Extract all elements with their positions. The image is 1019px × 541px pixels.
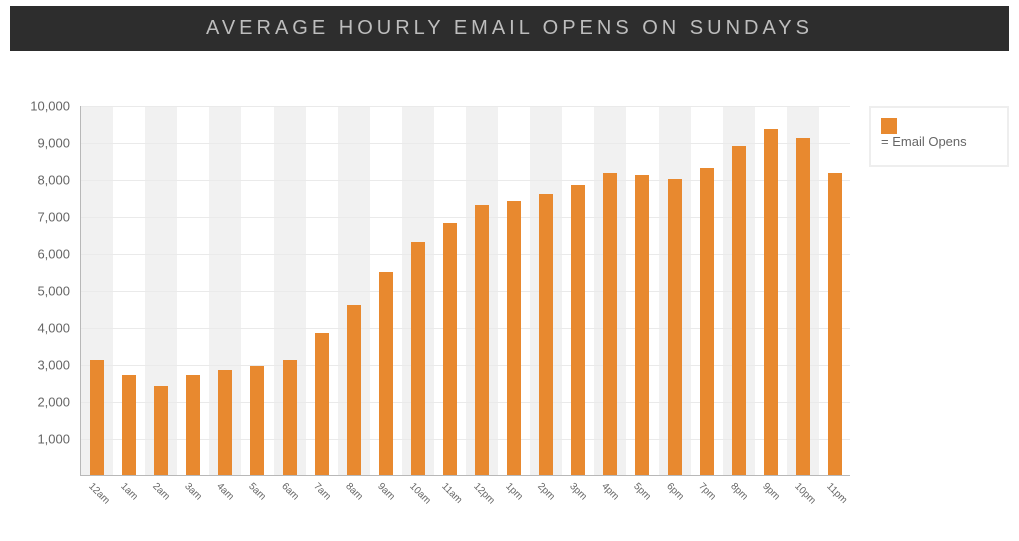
bar — [122, 375, 136, 475]
x-tick-label: 2pm — [535, 481, 557, 503]
y-tick-label: 3,000 — [20, 358, 70, 373]
bar — [379, 272, 393, 476]
chart-title: AVERAGE HOURLY EMAIL OPENS ON SUNDAYS — [206, 17, 813, 39]
plot-region — [80, 106, 850, 476]
x-tick-label: 1pm — [503, 481, 525, 503]
x-tick-label: 10am — [407, 481, 432, 506]
x-tick-label: 2am — [150, 481, 172, 503]
bar — [218, 370, 232, 475]
x-tick-label: 6pm — [664, 481, 686, 503]
bar — [828, 173, 842, 475]
bar — [764, 129, 778, 475]
x-tick-label: 11pm — [824, 481, 849, 506]
gridline — [81, 106, 850, 107]
x-tick-label: 8pm — [728, 481, 750, 503]
bar — [90, 360, 104, 475]
x-tick-label: 6am — [279, 481, 301, 503]
bar — [250, 366, 264, 475]
x-tick-label: 4pm — [600, 481, 622, 503]
legend-swatch — [881, 118, 897, 134]
bar — [571, 185, 585, 475]
x-tick-label: 5pm — [632, 481, 654, 503]
bar — [283, 360, 297, 475]
x-tick-label: 10pm — [792, 481, 817, 506]
bar — [186, 375, 200, 475]
bar — [347, 305, 361, 475]
chart-area: 1,000 2,000 3,000 4,000 5,000 6,000 7,000 8,000… — [20, 96, 850, 506]
x-tick-label: 12am — [86, 481, 111, 506]
x-tick-label: 12pm — [471, 481, 496, 506]
x-tick-label: 4am — [215, 481, 237, 503]
y-tick-label: 6,000 — [20, 247, 70, 262]
bar — [668, 179, 682, 475]
x-tick-label: 3am — [183, 481, 205, 503]
bar — [796, 138, 810, 475]
bar — [443, 223, 457, 475]
bar — [700, 168, 714, 475]
bar — [603, 173, 617, 475]
bar — [732, 146, 746, 475]
gridline — [81, 143, 850, 144]
x-tick-label: 3pm — [568, 481, 590, 503]
bar — [507, 201, 521, 475]
y-tick-label: 1,000 — [20, 432, 70, 447]
y-tick-label: 8,000 — [20, 173, 70, 188]
y-tick-label: 2,000 — [20, 395, 70, 410]
y-tick-label: 10,000 — [20, 99, 70, 114]
bar — [635, 175, 649, 475]
bar — [539, 194, 553, 475]
chart-title-bar: AVERAGE HOURLY EMAIL OPENS ON SUNDAYS — [10, 6, 1009, 51]
x-tick-label: 1am — [118, 481, 140, 503]
y-tick-label: 4,000 — [20, 321, 70, 336]
bar — [411, 242, 425, 475]
x-tick-label: 9pm — [760, 481, 782, 503]
legend-label: = Email Opens — [881, 134, 971, 149]
x-tick-label: 7pm — [696, 481, 718, 503]
x-tick-label: 8am — [343, 481, 365, 503]
y-tick-label: 9,000 — [20, 136, 70, 151]
y-tick-label: 5,000 — [20, 284, 70, 299]
y-tick-label: 7,000 — [20, 210, 70, 225]
x-tick-label: 9am — [375, 481, 397, 503]
x-tick-label: 5am — [247, 481, 269, 503]
bar — [315, 333, 329, 475]
bar — [154, 386, 168, 475]
legend: = Email Opens — [869, 106, 1009, 167]
bar — [475, 205, 489, 475]
x-tick-label: 11am — [439, 481, 464, 506]
x-tick-label: 7am — [311, 481, 333, 503]
